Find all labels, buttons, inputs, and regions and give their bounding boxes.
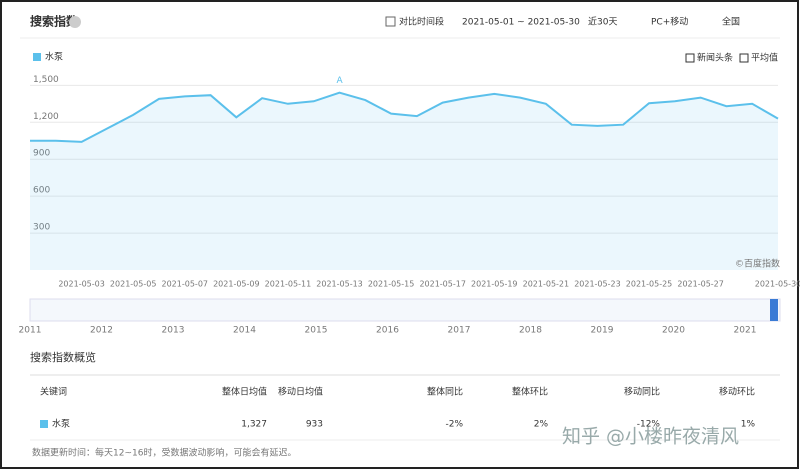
region[interactable]: 全国 [722, 16, 740, 28]
checkbox[interactable] [685, 53, 695, 63]
x-tick-label: 2021-05-23 [574, 280, 621, 289]
x-tick-label: 2021-05-30 [755, 280, 800, 289]
cell: -12% [637, 420, 661, 430]
note: 数据更新时间：每天12~16时，受数据波动影响，可能会有延迟。 [32, 447, 296, 459]
year-label: 2013 [162, 326, 185, 336]
column-header: 整体环比 [512, 386, 548, 398]
device[interactable]: PC+移动 [651, 16, 688, 28]
date-range[interactable]: 2021-05-01 ~ 2021-05-30 [462, 18, 580, 28]
x-tick-label: 2021-05-19 [471, 280, 518, 289]
year-label: 2016 [376, 326, 399, 336]
timeline[interactable] [29, 298, 781, 322]
checkbox[interactable] [385, 16, 396, 27]
title: 搜索指数 [30, 14, 79, 29]
x-tick-label: 2021-05-07 [162, 280, 209, 289]
cell: 水泵 [52, 418, 70, 430]
column-header: 整体日均值 [222, 386, 267, 398]
line [30, 91, 779, 143]
x-tick-label: 2021-05-09 [213, 280, 260, 289]
x-tick-label: 2021-05-21 [523, 280, 570, 289]
checkbox[interactable] [739, 53, 749, 63]
cell: 933 [306, 420, 323, 430]
x-tick-label: 2021-05-11 [265, 280, 312, 289]
column-header: 关键词 [40, 386, 67, 398]
swatch [40, 420, 48, 428]
watermark: 知乎 @小楼昨夜清风 [562, 426, 739, 448]
x-tick-label: 2021-05-17 [419, 280, 466, 289]
annotation: A [337, 76, 344, 86]
average-option[interactable]: 平均值 [751, 52, 778, 64]
overview-title: 搜索指数概览 [30, 350, 96, 364]
timeline-handle[interactable] [770, 299, 778, 321]
cell: -2% [445, 420, 463, 430]
y-tick-label: 600 [33, 186, 50, 196]
y-tick-label: 900 [33, 149, 50, 159]
x-tick-label: 2021-05-03 [58, 280, 105, 289]
help-icon[interactable] [69, 16, 81, 28]
compare[interactable]: 对比时间段 [399, 16, 444, 28]
x-tick-label: 2021-05-25 [626, 280, 673, 289]
year-label: 2021 [734, 326, 757, 336]
cell: 1% [741, 420, 756, 430]
source: ©百度指数 [735, 258, 780, 270]
legend-swatch [33, 53, 41, 61]
period[interactable]: 近30天 [588, 16, 617, 28]
year-label: 2019 [591, 326, 614, 336]
y-tick-label: 1,200 [33, 112, 59, 122]
year-label: 2011 [19, 326, 42, 336]
x-tick-label: 2021-05-05 [110, 280, 157, 289]
column-header: 整体同比 [427, 386, 463, 398]
news-option[interactable]: 新闻头条 [697, 52, 733, 64]
year-label: 2014 [233, 326, 256, 336]
year-label: 2012 [90, 326, 113, 336]
y-tick-label: 300 [33, 223, 50, 233]
year-label: 2018 [519, 326, 542, 336]
x-tick-label: 2021-05-13 [316, 280, 363, 289]
x-tick-label: 2021-05-15 [368, 280, 415, 289]
cell: 1,327 [241, 420, 267, 430]
year-label: 2015 [305, 326, 328, 336]
column-header: 移动环比 [719, 386, 755, 398]
y-tick-label: 1,500 [33, 75, 59, 85]
column-header: 移动日均值 [278, 386, 323, 398]
year-label: 2017 [448, 326, 471, 336]
column-header: 移动同比 [624, 386, 660, 398]
cell: 2% [534, 420, 549, 430]
year-label: 2020 [662, 326, 685, 336]
x-tick-label: 2021-05-27 [677, 280, 724, 289]
area [30, 92, 778, 270]
legend-label: 水泵 [45, 51, 63, 63]
